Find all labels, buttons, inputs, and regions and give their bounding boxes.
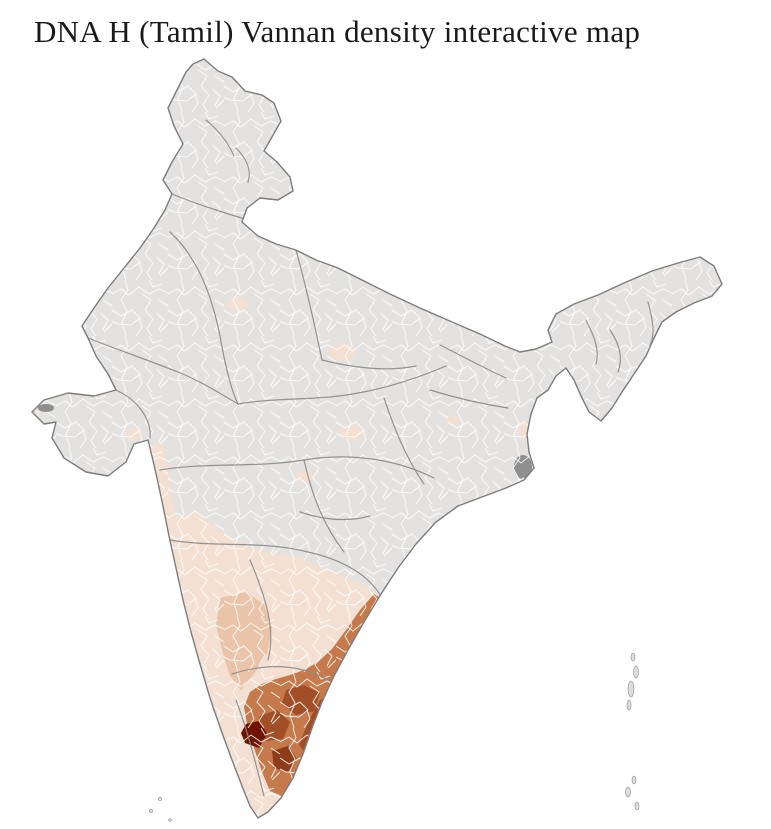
page-title: DNA H (Tamil) Vannan density interactive…: [34, 14, 641, 49]
andaman-nicobar-islands[interactable]: [625, 652, 640, 811]
india-outline: [31, 58, 723, 819]
lakshadweep-islands[interactable]: [149, 797, 172, 822]
district-boundaries-texture: [32, 59, 722, 818]
state-boundaries: [87, 119, 654, 797]
